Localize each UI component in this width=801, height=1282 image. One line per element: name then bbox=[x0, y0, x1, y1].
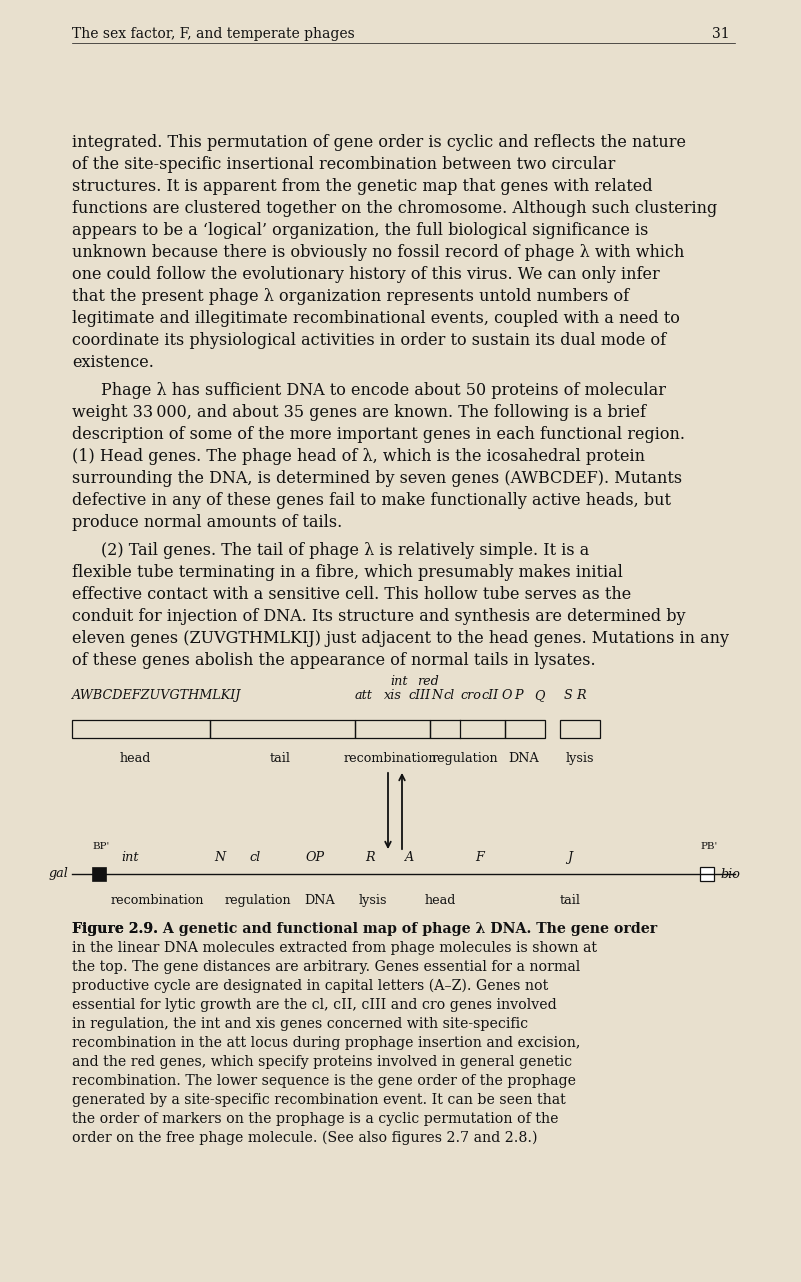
Text: PB': PB' bbox=[700, 842, 717, 851]
Text: that the present phage λ organization represents untold numbers of: that the present phage λ organization re… bbox=[72, 288, 629, 305]
Text: att: att bbox=[355, 688, 373, 703]
Text: lysis: lysis bbox=[359, 894, 387, 906]
Text: Figure 2.9. A genetic and functional map of phage λ DNA. The gene order: Figure 2.9. A genetic and functional map… bbox=[72, 922, 657, 936]
Text: structures. It is apparent from the genetic map that genes with related: structures. It is apparent from the gene… bbox=[72, 178, 653, 195]
Text: recombination: recombination bbox=[344, 753, 437, 765]
Text: P: P bbox=[514, 688, 522, 703]
Text: Phage λ has sufficient DNA to encode about 50 proteins of molecular: Phage λ has sufficient DNA to encode abo… bbox=[101, 382, 666, 399]
Text: tail: tail bbox=[560, 894, 581, 906]
Text: existence.: existence. bbox=[72, 354, 154, 370]
Text: surrounding the DNA, is determined by seven genes (AWBCDEF). Mutants: surrounding the DNA, is determined by se… bbox=[72, 470, 682, 487]
Text: int: int bbox=[390, 676, 408, 688]
Text: and the red genes, which specify proteins involved in general genetic: and the red genes, which specify protein… bbox=[72, 1055, 572, 1069]
Text: unknown because there is obviously no fossil record of phage λ with which: unknown because there is obviously no fo… bbox=[72, 244, 684, 262]
Text: O: O bbox=[502, 688, 513, 703]
Text: in regulation, the int and xis genes concerned with site-specific: in regulation, the int and xis genes con… bbox=[72, 1017, 528, 1031]
Text: 31: 31 bbox=[712, 27, 730, 41]
Text: produce normal amounts of tails.: produce normal amounts of tails. bbox=[72, 514, 342, 531]
Text: coordinate its physiological activities in order to sustain its dual mode of: coordinate its physiological activities … bbox=[72, 332, 666, 349]
Text: head: head bbox=[119, 753, 151, 765]
Text: of these genes abolish the appearance of normal tails in lysates.: of these genes abolish the appearance of… bbox=[72, 653, 596, 669]
Bar bbox=[700, 867, 714, 881]
Text: appears to be a ‘logical’ organization, the full biological significance is: appears to be a ‘logical’ organization, … bbox=[72, 222, 648, 238]
Text: regulation: regulation bbox=[225, 894, 292, 906]
Text: N: N bbox=[431, 688, 442, 703]
Text: DNA: DNA bbox=[509, 753, 539, 765]
Text: cl: cl bbox=[443, 688, 454, 703]
Text: order on the free phage molecule. (See also figures 2.7 and 2.8.): order on the free phage molecule. (See a… bbox=[72, 1131, 537, 1145]
Bar bbox=[430, 720, 505, 738]
Text: generated by a site-specific recombination event. It can be seen that: generated by a site-specific recombinati… bbox=[72, 1094, 566, 1106]
Text: cro: cro bbox=[460, 688, 481, 703]
Text: description of some of the more important genes in each functional region.: description of some of the more importan… bbox=[72, 426, 685, 444]
Text: A: A bbox=[405, 851, 415, 864]
Text: bio: bio bbox=[720, 868, 740, 881]
Text: (1) Head genes. The phage head of λ, which is the icosahedral protein: (1) Head genes. The phage head of λ, whi… bbox=[72, 447, 645, 465]
Text: the order of markers on the prophage is a cyclic permutation of the: the order of markers on the prophage is … bbox=[72, 1111, 558, 1126]
Text: recombination: recombination bbox=[111, 894, 203, 906]
Text: S: S bbox=[564, 688, 573, 703]
Text: BP': BP' bbox=[92, 842, 109, 851]
Bar bbox=[560, 720, 600, 738]
Text: R: R bbox=[576, 688, 586, 703]
Text: one could follow the evolutionary history of this virus. We can only infer: one could follow the evolutionary histor… bbox=[72, 265, 660, 283]
Bar bbox=[505, 720, 545, 738]
Bar bbox=[210, 720, 355, 738]
Text: eleven genes (ZUVGTHMLKIJ) just adjacent to the head genes. Mutations in any: eleven genes (ZUVGTHMLKIJ) just adjacent… bbox=[72, 629, 729, 647]
Text: lysis: lysis bbox=[566, 753, 594, 765]
Text: effective contact with a sensitive cell. This hollow tube serves as the: effective contact with a sensitive cell.… bbox=[72, 586, 631, 603]
Text: red: red bbox=[417, 676, 439, 688]
Text: functions are clustered together on the chromosome. Although such clustering: functions are clustered together on the … bbox=[72, 200, 717, 217]
Text: legitimate and illegitimate recombinational events, coupled with a need to: legitimate and illegitimate recombinatio… bbox=[72, 310, 680, 327]
Bar bbox=[72, 720, 210, 738]
Text: cII: cII bbox=[481, 688, 498, 703]
Text: J: J bbox=[567, 851, 573, 864]
Text: (2) Tail genes. The tail of phage λ is relatively simple. It is a: (2) Tail genes. The tail of phage λ is r… bbox=[101, 542, 589, 559]
Text: in the linear DNA molecules extracted from phage molecules is shown at: in the linear DNA molecules extracted fr… bbox=[72, 941, 597, 955]
Text: essential for lytic growth are the cl, cII, cIII and cro genes involved: essential for lytic growth are the cl, c… bbox=[72, 997, 557, 1011]
Text: the top. The gene distances are arbitrary. Genes essential for a normal: the top. The gene distances are arbitrar… bbox=[72, 960, 580, 974]
Text: recombination in the att locus during prophage insertion and excision,: recombination in the att locus during pr… bbox=[72, 1036, 581, 1050]
Text: OP: OP bbox=[305, 851, 324, 864]
Text: of the site-specific insertional recombination between two circular: of the site-specific insertional recombi… bbox=[72, 156, 615, 173]
Text: cl: cl bbox=[249, 851, 260, 864]
Text: regulation: regulation bbox=[432, 753, 498, 765]
Bar bbox=[355, 720, 430, 738]
Text: head: head bbox=[425, 894, 456, 906]
Text: xis: xis bbox=[384, 688, 402, 703]
Text: tail: tail bbox=[269, 753, 291, 765]
Text: recombination. The lower sequence is the gene order of the prophage: recombination. The lower sequence is the… bbox=[72, 1074, 576, 1088]
Text: cIII: cIII bbox=[408, 688, 430, 703]
Text: The sex factor, F, and temperate phages: The sex factor, F, and temperate phages bbox=[72, 27, 355, 41]
Text: flexible tube terminating in a fibre, which presumably makes initial: flexible tube terminating in a fibre, wh… bbox=[72, 564, 623, 581]
Text: R: R bbox=[365, 851, 375, 864]
Text: defective in any of these genes fail to make functionally active heads, but: defective in any of these genes fail to … bbox=[72, 492, 671, 509]
Text: int: int bbox=[121, 851, 139, 864]
Text: weight 33 000, and about 35 genes are known. The following is a brief: weight 33 000, and about 35 genes are kn… bbox=[72, 404, 646, 420]
Text: Q: Q bbox=[534, 688, 545, 703]
Text: gal: gal bbox=[48, 868, 68, 881]
Text: DNA: DNA bbox=[304, 894, 336, 906]
Text: productive cycle are designated in capital letters (A–Z). Genes not: productive cycle are designated in capit… bbox=[72, 979, 548, 994]
Text: integrated. This permutation of gene order is cyclic and reflects the nature: integrated. This permutation of gene ord… bbox=[72, 135, 686, 151]
Text: AWBCDEFZUVGTHMLKIJ: AWBCDEFZUVGTHMLKIJ bbox=[72, 688, 241, 703]
Bar bbox=[92, 867, 106, 881]
Text: N: N bbox=[215, 851, 226, 864]
Text: F: F bbox=[476, 851, 485, 864]
Text: Figure 2.9.: Figure 2.9. bbox=[72, 922, 158, 936]
Text: conduit for injection of DNA. Its structure and synthesis are determined by: conduit for injection of DNA. Its struct… bbox=[72, 608, 686, 626]
